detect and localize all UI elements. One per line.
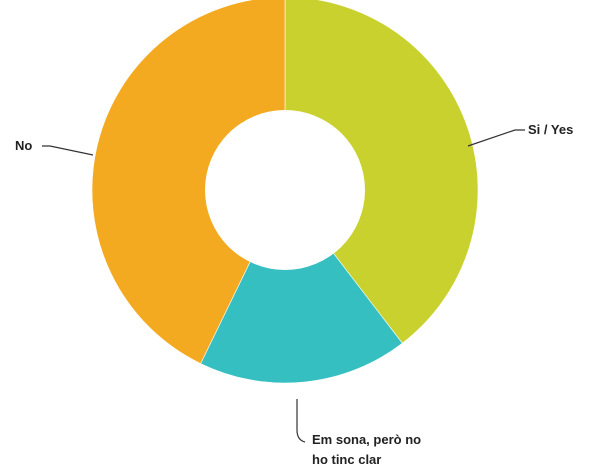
slice-yes — [284, 0, 479, 344]
slice-label-unsure-line2: ho tinc clar — [312, 452, 381, 467]
donut-hole — [205, 110, 365, 270]
slice-unsure — [200, 189, 403, 384]
leader-line-no — [42, 145, 94, 156]
slice-no — [91, 0, 286, 364]
slices-layer — [91, 0, 479, 384]
slice-label-yes: Si / Yes — [528, 122, 573, 137]
leader-line-yes — [467, 129, 525, 147]
slice-label-unsure-line1: Em sona, però no — [312, 432, 421, 447]
slice-label-no: No — [15, 138, 32, 153]
leader-line-unsure — [296, 399, 306, 443]
